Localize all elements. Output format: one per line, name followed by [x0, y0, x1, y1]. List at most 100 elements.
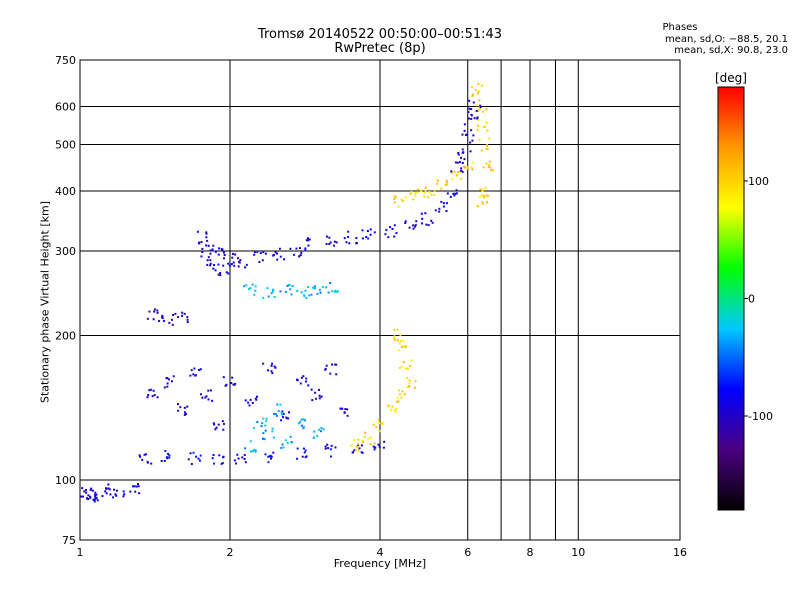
data-point	[209, 264, 212, 267]
data-point	[450, 170, 453, 173]
data-point	[336, 290, 339, 293]
data-point	[270, 370, 273, 373]
colorbar-tick-label: -100	[748, 410, 773, 423]
data-point	[96, 499, 99, 502]
data-point	[107, 483, 110, 486]
data-point	[231, 256, 234, 259]
data-point	[477, 82, 480, 85]
data-point	[266, 287, 269, 290]
data-point	[94, 491, 97, 494]
data-point	[162, 319, 165, 322]
data-point	[460, 177, 463, 180]
data-point	[171, 323, 174, 326]
data-point	[254, 289, 257, 292]
x-axis-label: Frequency [MHz]	[333, 557, 427, 570]
data-point	[325, 286, 328, 289]
data-point	[172, 375, 175, 378]
data-point	[476, 92, 479, 95]
data-point	[470, 129, 473, 132]
data-point	[224, 384, 227, 387]
data-point	[377, 443, 380, 446]
data-point	[303, 295, 306, 298]
data-point	[399, 333, 402, 336]
data-point	[474, 89, 477, 92]
data-point	[139, 455, 142, 458]
data-point	[487, 165, 490, 168]
data-point	[109, 493, 112, 496]
data-point	[264, 424, 267, 427]
data-point	[280, 446, 283, 449]
data-point	[179, 406, 182, 409]
data-point	[274, 413, 277, 416]
data-point	[243, 458, 246, 461]
data-point	[217, 273, 220, 276]
data-point	[87, 497, 90, 500]
data-point	[475, 104, 478, 107]
data-point	[397, 205, 400, 208]
data-point	[381, 422, 384, 425]
data-point	[92, 498, 95, 501]
data-point	[391, 405, 394, 408]
data-point	[403, 393, 406, 396]
data-point	[331, 290, 334, 293]
data-point	[328, 243, 331, 246]
data-point	[397, 349, 400, 352]
data-point	[85, 497, 88, 500]
data-point	[186, 321, 189, 324]
data-point	[312, 436, 315, 439]
data-point	[330, 444, 333, 447]
data-point	[480, 84, 483, 87]
data-point	[398, 342, 401, 345]
data-point	[205, 395, 208, 398]
data-point	[280, 419, 283, 422]
data-point	[89, 496, 92, 499]
data-point	[270, 457, 273, 460]
data-point	[249, 398, 252, 401]
data-point	[457, 151, 460, 154]
data-point	[485, 108, 488, 111]
y-tick-label: 600	[55, 101, 76, 114]
data-point	[158, 319, 161, 322]
data-point	[267, 455, 270, 458]
data-point	[217, 263, 220, 266]
data-point	[166, 382, 169, 385]
data-point	[280, 411, 283, 414]
data-point	[279, 255, 282, 258]
data-point	[318, 397, 321, 400]
data-point	[101, 495, 104, 498]
data-point	[217, 253, 220, 256]
data-point	[89, 488, 92, 491]
data-point	[204, 396, 207, 399]
data-point	[212, 244, 215, 247]
data-point	[442, 205, 445, 208]
data-point	[424, 212, 427, 215]
data-point	[228, 264, 231, 267]
data-point	[389, 226, 392, 229]
data-point	[319, 291, 322, 294]
data-point	[357, 449, 360, 452]
data-point	[479, 188, 482, 191]
colorbar-label: [deg]	[715, 71, 747, 85]
data-point	[476, 109, 479, 112]
data-point	[113, 488, 116, 491]
data-point	[482, 202, 485, 205]
data-point	[350, 444, 353, 447]
data-point	[357, 444, 360, 447]
data-point	[244, 399, 247, 402]
data-point	[428, 191, 431, 194]
data-point	[312, 286, 315, 289]
data-point	[431, 221, 434, 224]
data-point	[372, 445, 375, 448]
data-point	[253, 251, 256, 254]
data-point	[393, 235, 396, 238]
data-point	[156, 309, 159, 312]
data-point	[466, 167, 469, 170]
data-point	[404, 345, 407, 348]
data-point	[290, 441, 293, 444]
data-point	[299, 254, 302, 257]
data-point	[400, 339, 403, 342]
data-point	[366, 230, 369, 233]
data-point	[231, 252, 234, 255]
data-point	[367, 437, 370, 440]
data-point	[369, 233, 372, 236]
